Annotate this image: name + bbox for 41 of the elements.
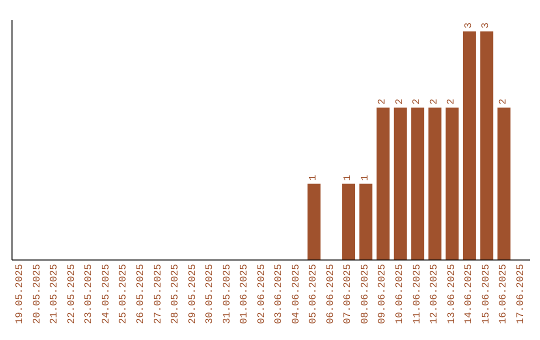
x-tick-label: 05.06.2025 (308, 264, 320, 324)
x-tick-label: 21.05.2025 (50, 264, 61, 324)
x-tick-label: 26.05.2025 (136, 264, 147, 324)
x-tick-label: 20.05.2025 (32, 264, 44, 324)
x-tick-label: 28.05.2025 (170, 264, 182, 324)
x-tick-label: 04.06.2025 (291, 264, 302, 324)
data-label: 3 (464, 22, 475, 28)
x-tick-label: 15.06.2025 (481, 264, 492, 324)
data-label: 2 (446, 98, 458, 105)
x-tick-label: 11.06.2025 (412, 264, 424, 324)
data-label: 1 (308, 174, 320, 181)
data-label: 1 (360, 174, 372, 181)
x-tick-label: 06.06.2025 (326, 264, 337, 324)
x-tick-label: 01.06.2025 (240, 264, 251, 324)
x-tick-label: 03.06.2025 (274, 264, 286, 324)
x-tick-label: 30.05.2025 (205, 264, 216, 324)
x-tick-label: 27.05.2025 (153, 264, 164, 324)
x-tick-label: 10.06.2025 (395, 264, 406, 324)
x-tick-label: 16.06.2025 (498, 264, 510, 324)
x-tick-label: 17.06.2025 (516, 264, 527, 324)
data-label: 3 (481, 22, 492, 28)
x-tick-label: 24.05.2025 (101, 264, 112, 324)
data-label: 2 (412, 98, 424, 105)
x-tick-label: 19.05.2025 (15, 264, 26, 324)
data-label: 2 (498, 98, 510, 105)
data-label: 2 (394, 98, 406, 105)
x-tick-label: 07.06.2025 (343, 264, 354, 324)
x-tick-label: 13.06.2025 (446, 264, 458, 324)
x-tick-label: 29.05.2025 (188, 264, 199, 324)
x-tick-label: 09.06.2025 (378, 264, 389, 324)
x-tick-label: 25.05.2025 (118, 264, 130, 324)
data-label: 1 (343, 174, 354, 181)
data-label: 2 (378, 98, 389, 105)
x-tick-label: 14.06.2025 (464, 264, 476, 324)
x-tick-label: 08.06.2025 (360, 264, 372, 324)
x-tick-label: 23.05.2025 (84, 264, 96, 324)
x-tick-label: 02.06.2025 (256, 264, 268, 324)
x-tick-label: 12.06.2025 (430, 264, 441, 324)
data-label: 2 (429, 98, 440, 105)
x-tick-label: 31.05.2025 (222, 264, 234, 324)
x-tick-label: 22.05.2025 (66, 264, 78, 324)
